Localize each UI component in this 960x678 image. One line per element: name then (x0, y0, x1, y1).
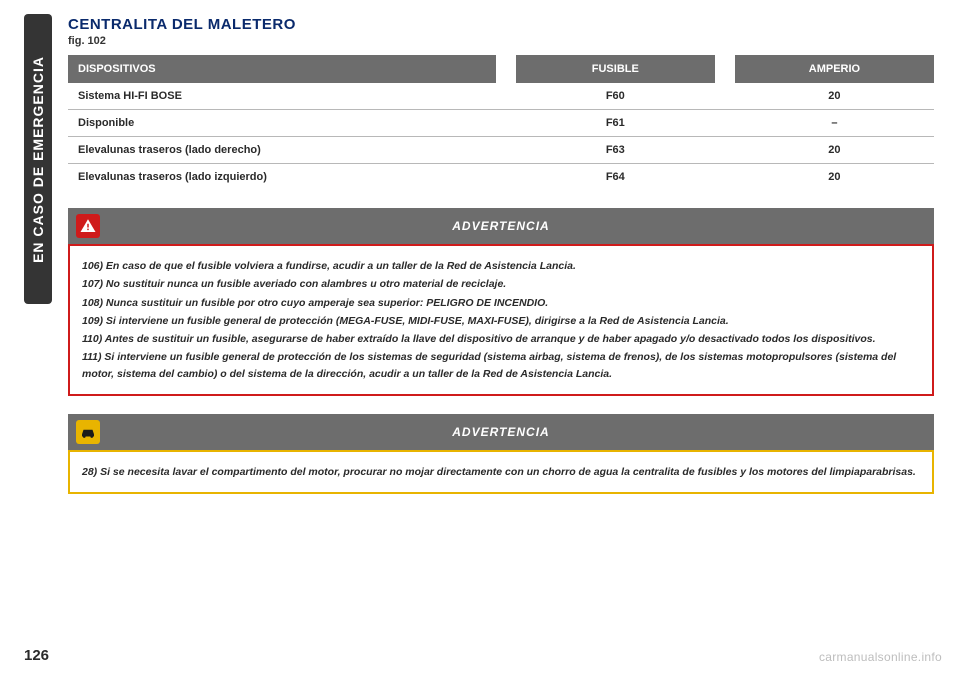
table-row: Elevalunas traseros (lado derecho) F63 2… (68, 137, 934, 164)
cell-fuse: F60 (516, 83, 715, 110)
cell-fuse: F64 (516, 164, 715, 190)
advert-bar-danger: ADVERTENCIA (68, 208, 934, 244)
figure-ref: fig. 102 (68, 35, 934, 47)
cell-device: Elevalunas traseros (lado derecho) (68, 137, 496, 164)
cell-amp: 20 (735, 137, 934, 164)
header-gap (496, 55, 516, 83)
page-title: CENTRALITA DEL MALETERO (68, 16, 934, 33)
cell-device: Elevalunas traseros (lado izquierdo) (68, 164, 496, 190)
cell-device: Disponible (68, 110, 496, 137)
col-dispositivos: DISPOSITIVOS (68, 55, 496, 83)
advert-label: ADVERTENCIA (112, 425, 890, 439)
cell-fuse: F63 (516, 137, 715, 164)
section-tab: EN CASO DE EMERGENCIA (24, 14, 52, 304)
warning-item: 106) En caso de que el fusible volviera … (82, 258, 920, 274)
table-row: Elevalunas traseros (lado izquierdo) F64… (68, 164, 934, 190)
advert-caution-box: 28) Si se necesita lavar el compartiment… (68, 450, 934, 494)
warning-item: 110) Antes de sustituir un fusible, aseg… (82, 331, 920, 347)
caution-car-icon (76, 420, 100, 444)
col-fusible: FUSIBLE (516, 55, 715, 83)
page-number: 126 (24, 647, 49, 664)
warning-item: 107) No sustituir nunca un fusible averi… (82, 276, 920, 292)
watermark: carmanualsonline.info (819, 650, 942, 664)
table-row: Disponible F61 – (68, 110, 934, 137)
cell-amp: – (735, 110, 934, 137)
page-content: CENTRALITA DEL MALETERO fig. 102 DISPOSI… (68, 16, 934, 494)
warning-item: 109) Si interviene un fusible general de… (82, 313, 920, 329)
cell-amp: 20 (735, 164, 934, 190)
col-amperio: AMPERIO (735, 55, 934, 83)
section-tab-label: EN CASO DE EMERGENCIA (30, 56, 46, 263)
warning-item: 28) Si se necesita lavar el compartiment… (82, 464, 920, 480)
table-row: Sistema HI-FI BOSE F60 20 (68, 83, 934, 110)
fuse-table: DISPOSITIVOS FUSIBLE AMPERIO Sistema HI-… (68, 55, 934, 190)
table-header-row: DISPOSITIVOS FUSIBLE AMPERIO (68, 55, 934, 83)
advert-label: ADVERTENCIA (112, 219, 890, 233)
cell-amp: 20 (735, 83, 934, 110)
cell-fuse: F61 (516, 110, 715, 137)
cell-device: Sistema HI-FI BOSE (68, 83, 496, 110)
advert-bar-caution: ADVERTENCIA (68, 414, 934, 450)
header-gap (715, 55, 735, 83)
advert-danger-box: 106) En caso de que el fusible volviera … (68, 244, 934, 396)
warning-item: 108) Nunca sustituir un fusible por otro… (82, 295, 920, 311)
warning-triangle-icon (76, 214, 100, 238)
warning-item: 111) Si interviene un fusible general de… (82, 349, 920, 382)
